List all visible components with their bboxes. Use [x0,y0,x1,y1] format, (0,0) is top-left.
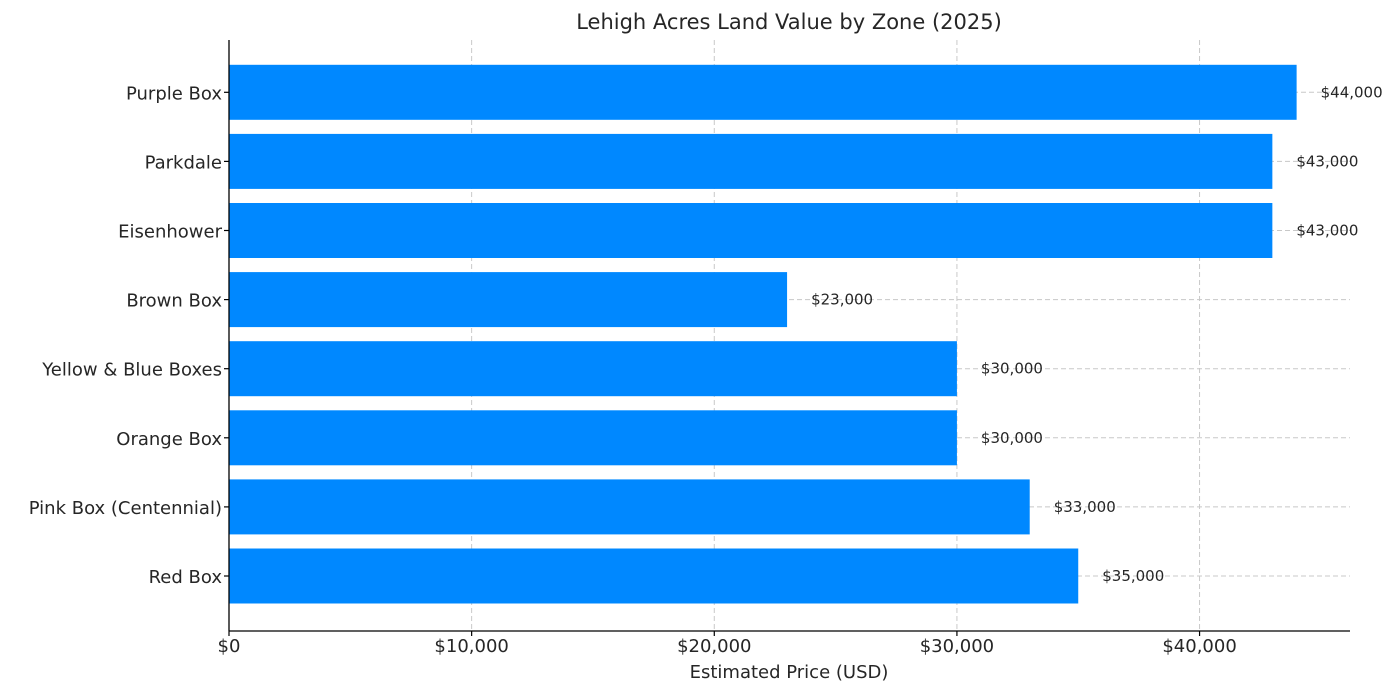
chart-title: Lehigh Acres Land Value by Zone (2025) [576,10,1002,34]
category-label: Parkdale [145,152,222,173]
bar [229,133,1273,189]
value-label: $30,000 [981,429,1043,447]
category-label: Yellow & Blue Boxes [41,360,222,381]
category-label: Red Box [149,567,223,588]
bar [229,410,957,466]
x-tick-label: $20,000 [677,636,751,657]
value-label: $23,000 [811,291,873,309]
category-label: Purple Box [126,83,222,104]
bar [229,272,788,328]
category-label: Brown Box [126,291,222,312]
value-label: $43,000 [1296,222,1358,240]
bars-layer [229,64,1297,604]
bar [229,341,957,397]
axes-layer [228,40,1350,632]
category-label: Pink Box (Centennial) [29,498,222,519]
category-labels-layer: Red Box Pink Box (Centennial) Orange Box Ye… [29,83,223,588]
bar [229,548,1079,604]
value-label: $35,000 [1102,567,1164,585]
bar [229,203,1273,258]
x-tick-label: $40,000 [1162,636,1236,657]
category-label: Orange Box [116,429,222,450]
x-tick-label: $10,000 [434,636,508,657]
x-tick-label: $30,000 [920,636,994,657]
x-tick-label: $0 [218,636,241,657]
x-ticks-layer: $0 $10,000 $20,000 $30,000 $40,000 [218,91,1237,657]
x-axis-label: Estimated Price (USD) [690,662,889,683]
value-label: $33,000 [1054,498,1116,516]
value-label: $44,000 [1321,83,1383,101]
category-label: Eisenhower [118,222,222,243]
grid-layer [229,40,1350,631]
bar [229,64,1297,120]
value-label: $43,000 [1296,152,1358,170]
value-label: $30,000 [981,360,1043,378]
value-labels-layer: $35,000 $33,000 $30,000 $30,000 $23,000 $43,0… [811,83,1383,585]
bar [229,479,1030,535]
